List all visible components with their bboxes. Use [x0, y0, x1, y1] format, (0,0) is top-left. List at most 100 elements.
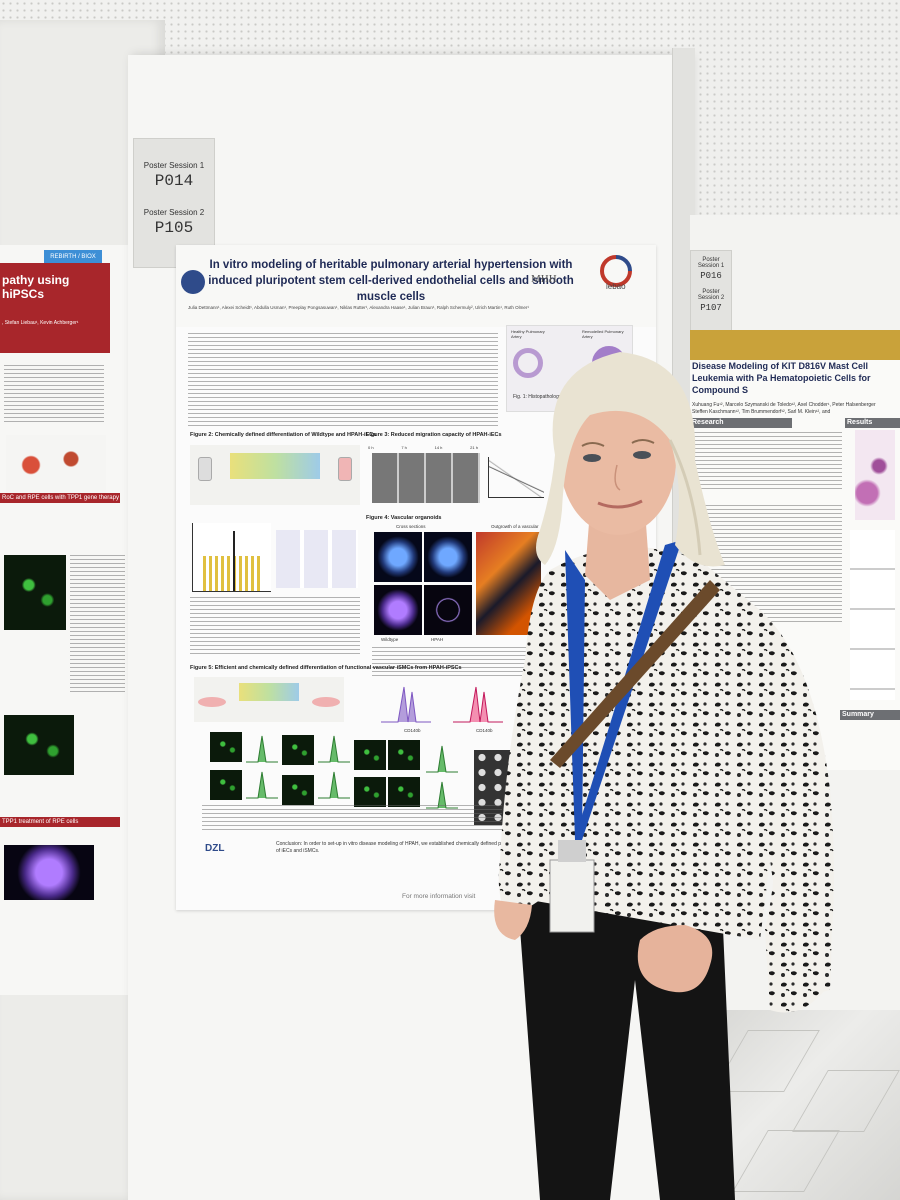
- left-sleeve: [498, 660, 550, 920]
- poster-authors: Julia Dettmann¹, Alexei Scheidt¹, Abdull…: [188, 305, 529, 310]
- fig1-caption: Fig. 1: Histopathology: [513, 394, 562, 400]
- fig4-title: Figure 4: Vascular organoids: [366, 515, 442, 521]
- left-poster-text: [70, 555, 125, 695]
- fig3-title: Figure 3: Reduced migration capacity of …: [366, 432, 502, 438]
- organoid-micrograph: [374, 532, 422, 582]
- ismc-micrograph: [354, 777, 386, 807]
- fig2-text: [190, 597, 360, 657]
- fig4-cross-label: Cross sections: [396, 524, 426, 529]
- lanyard: [565, 550, 585, 840]
- blonde-hair: [536, 352, 725, 567]
- right-sleeve: [760, 610, 834, 1013]
- fig5-text: [202, 805, 502, 833]
- fig3-chart: [488, 457, 544, 498]
- right-poster-header: [690, 330, 900, 360]
- fig5-protocol: [194, 677, 344, 722]
- remodelled-label: Remodelled Pulmonary Artery: [582, 329, 624, 339]
- fig3-time: 21 h: [470, 445, 478, 450]
- right-poster-text: [692, 432, 842, 492]
- abstract-text: [188, 333, 498, 428]
- healthy-artery-icon: [513, 348, 543, 378]
- right-poster-title: Disease Modeling of KIT D816V Mast Cell …: [692, 361, 871, 395]
- right-poster-micrograph: [855, 430, 895, 520]
- fig3-times: 0 h 7 h 14 h 21 h: [368, 445, 478, 450]
- session2-label: Poster Session 2: [143, 208, 205, 217]
- left-poster-authors: , Stefan Liebau¹, Kevin Achberger¹: [2, 320, 79, 326]
- fig3-time: 7 h: [401, 445, 407, 450]
- left-poster-text: [4, 365, 104, 425]
- university-logo: [181, 270, 205, 294]
- left-poster: REBIRTH / BIOX pathy using hiPSCs , Stef…: [0, 245, 135, 995]
- fig5-histogram: [453, 686, 503, 723]
- lebao-logo: lebao: [600, 255, 632, 291]
- bag-strap: [550, 580, 720, 768]
- fig4-hpah-label: HPAH: [431, 637, 444, 642]
- ismc-micrograph: [210, 770, 242, 800]
- outgrowth-micrograph: [476, 532, 541, 635]
- floor: [712, 1010, 900, 1200]
- ismc-micrograph: [282, 735, 314, 765]
- organoid-micrograph: [424, 532, 472, 582]
- fig2-chart-b: [192, 523, 271, 592]
- right-hand: [637, 925, 713, 993]
- left-poster-title-band: [0, 263, 110, 353]
- lebao-text: lebao: [606, 282, 626, 291]
- smile: [597, 499, 643, 509]
- right-poster-authors: Xuhuang Fu¹², Marcelo Szymanski de Toled…: [692, 402, 876, 415]
- ismc-micrograph: [354, 740, 386, 770]
- neck: [585, 510, 650, 600]
- face: [560, 385, 676, 535]
- left-poster-badge: REBIRTH / BIOX: [44, 250, 102, 264]
- right-poster-charts: [850, 530, 895, 700]
- main-poster: In vitro modeling of heritable pulmonary…: [176, 245, 656, 910]
- fig5-flow-green: [246, 735, 278, 799]
- fig4-text: [372, 647, 542, 677]
- ismc-micrograph: [388, 777, 420, 807]
- right-section-results: Results: [845, 418, 900, 428]
- ismc-micrograph: [388, 740, 420, 770]
- session1-label: Poster Session 1: [143, 161, 205, 170]
- session-tag-right: Poster Session 1 P016 Poster Session 2 P…: [690, 250, 732, 334]
- woman-presenter: [494, 352, 834, 1200]
- dish-icon: [198, 697, 226, 707]
- left-poster-section-bar: TPP1 treatment of RPE cells: [0, 817, 120, 827]
- left-poster-micrograph: [4, 715, 74, 775]
- organoid-micrograph: [424, 585, 472, 635]
- poster-footer: For more information visit: [402, 893, 476, 900]
- right-eye: [633, 451, 651, 459]
- right-section-summary: Summary: [840, 710, 900, 720]
- fig3-time: 0 h: [368, 445, 374, 450]
- poster-header: [176, 245, 656, 327]
- fig3-scratch-images: [372, 453, 480, 503]
- badge-clip: [558, 840, 586, 862]
- fig2-panel-a: [190, 445, 360, 505]
- fig5-timeline: [239, 683, 299, 701]
- organoid-micrograph: [374, 585, 422, 635]
- mhh-logo: MHH: [531, 273, 557, 285]
- session1-label: Poster Session 1: [697, 257, 725, 269]
- healthy-label: Healthy Pulmonary Artery: [511, 329, 545, 339]
- conclusion-text: Conclusion: In order to set-up in vitro …: [276, 841, 566, 854]
- fig5-flow-green: [318, 735, 350, 799]
- flask-icon: [198, 457, 212, 481]
- ismc-micrograph: [210, 732, 242, 762]
- left-hand: [494, 900, 532, 940]
- session2-code: P107: [700, 303, 722, 313]
- fig5-title: Figure 5: Efficient and chemically defin…: [190, 665, 462, 671]
- fig2-peak: [233, 531, 235, 591]
- name-badge: [549, 859, 595, 933]
- ceiling-right: [690, 0, 900, 225]
- session2-code: P105: [154, 219, 194, 237]
- fig3-time: 14 h: [434, 445, 443, 450]
- fig2-timeline: [230, 453, 320, 479]
- flask-icon: [338, 457, 352, 481]
- fig5-histogram: [381, 686, 431, 723]
- dzl-logo: DZL: [205, 843, 225, 854]
- session1-code: P014: [154, 172, 194, 190]
- ismc-micrograph: [282, 775, 314, 805]
- left-poster-micrograph: [4, 845, 94, 900]
- right-section-research: Research: [690, 418, 792, 428]
- fig5-flow-green: [426, 745, 458, 809]
- left-poster-section-bar: RoC and RPE cells with TPP1 gene therapy: [0, 493, 120, 503]
